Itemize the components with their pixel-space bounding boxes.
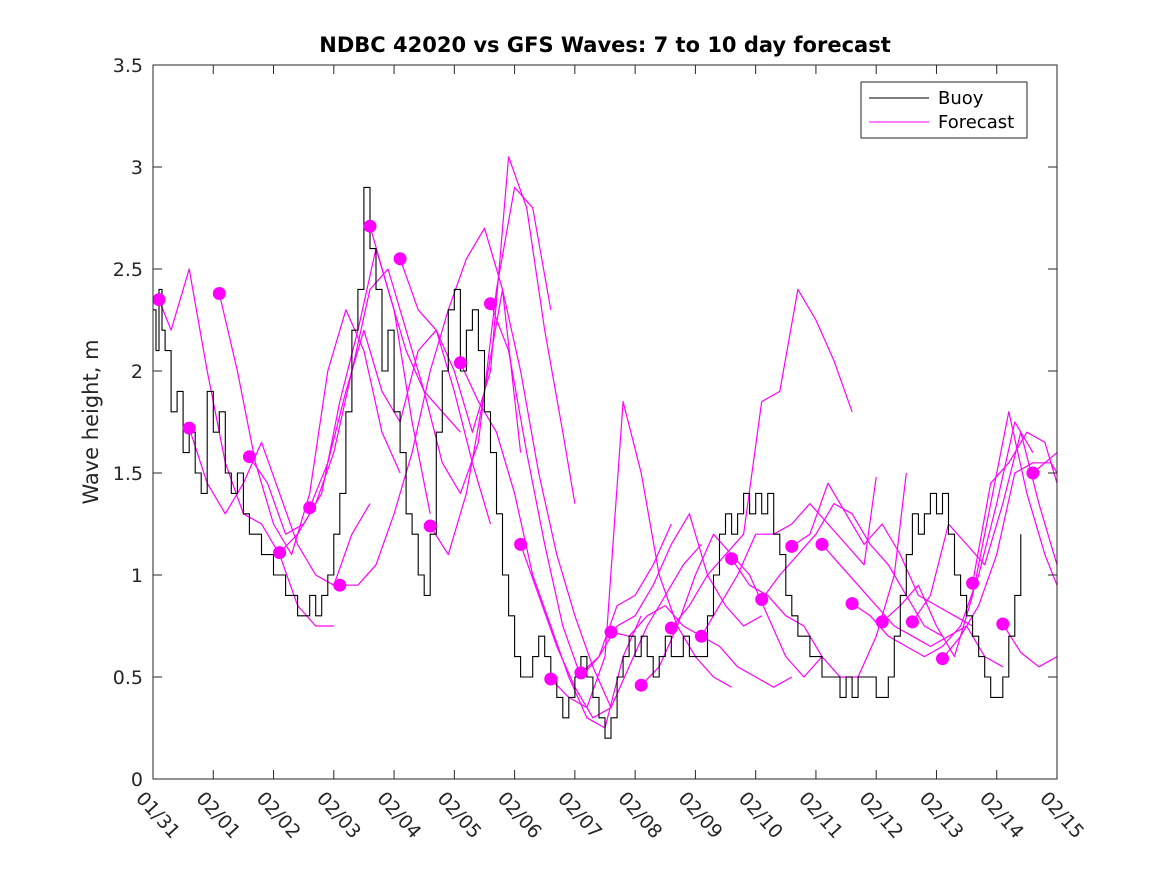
forecast-line-24 xyxy=(881,411,1058,658)
forecast-line-23 xyxy=(851,421,1034,658)
forecast-line-17 xyxy=(670,288,853,629)
legend-box xyxy=(860,81,1028,139)
forecast-start-marker xyxy=(453,356,467,370)
y-tick-label: 0.5 xyxy=(113,667,143,689)
forecast-line-8 xyxy=(399,156,576,504)
forecast-start-marker xyxy=(303,501,317,515)
legend: Buoy Forecast xyxy=(860,81,1028,139)
forecast-line-27 xyxy=(972,431,1058,584)
forecast-start-marker xyxy=(845,597,859,611)
forecast-line-9 xyxy=(429,288,612,708)
forecast-line-6 xyxy=(339,227,522,586)
y-tick-label: 2.5 xyxy=(113,259,143,281)
forecast-line-20 xyxy=(761,503,943,637)
forecast-start-marker xyxy=(634,678,648,692)
forecast-line-18 xyxy=(700,477,877,637)
forecast-start-marker xyxy=(604,625,618,639)
forecast-line-25 xyxy=(911,431,1058,623)
forecast-start-marker xyxy=(423,519,437,533)
y-tick-label: 3 xyxy=(131,157,143,179)
y-tick-label: 3.5 xyxy=(113,55,143,77)
forecast-start-marker xyxy=(966,576,980,590)
forecast-start-marker xyxy=(785,539,799,553)
forecast-start-marker xyxy=(514,537,528,551)
forecast-start-marker xyxy=(664,621,678,635)
forecast-start-marker xyxy=(875,615,889,629)
forecast-start-marker xyxy=(725,552,739,566)
forecast-start-markers xyxy=(152,219,1040,692)
legend-forecast-label: Forecast xyxy=(938,112,1014,133)
forecast-start-marker xyxy=(905,615,919,629)
y-tick-label: 1.5 xyxy=(113,463,143,485)
forecast-start-marker xyxy=(815,537,829,551)
forecast-start-marker xyxy=(484,297,497,311)
y-tick-label: 0 xyxy=(131,769,143,791)
forecast-start-marker xyxy=(212,287,226,300)
forecast-line-3 xyxy=(248,248,431,535)
forecast-line-2 xyxy=(218,293,401,556)
forecast-line-12 xyxy=(520,544,702,719)
forecast-line-13 xyxy=(550,401,732,709)
forecast-start-marker xyxy=(1026,466,1040,480)
forecast-line-26 xyxy=(942,462,1058,659)
chart-title: NDBC 42020 vs GFS Waves: 7 to 10 day for… xyxy=(319,33,890,57)
forecast-start-marker xyxy=(393,252,407,266)
forecast-start-marker xyxy=(936,652,949,666)
forecast-line-21 xyxy=(791,482,973,627)
forecast-start-marker xyxy=(363,219,377,233)
forecast-start-marker xyxy=(694,629,708,643)
forecast-start-marker xyxy=(273,546,287,560)
forecast-start-marker xyxy=(182,421,196,435)
legend-buoy-label: Buoy xyxy=(938,88,984,109)
forecast-start-marker xyxy=(242,450,256,464)
forecast-line-7 xyxy=(369,186,552,494)
axes-box xyxy=(152,64,1058,780)
forecast-line-28 xyxy=(1002,623,1058,668)
buoy-series xyxy=(153,186,1022,739)
plot-area xyxy=(153,65,1057,779)
y-tick-label: 2 xyxy=(131,361,143,383)
y-axis-label: Wave height, m xyxy=(79,339,103,504)
forecast-start-marker xyxy=(755,593,769,606)
forecast-start-marker xyxy=(333,578,347,592)
forecast-start-marker xyxy=(544,672,558,686)
y-tick-label: 1 xyxy=(131,565,143,587)
forecast-start-marker xyxy=(152,293,166,307)
buoy-line xyxy=(153,186,1022,739)
forecast-line-1 xyxy=(188,427,371,586)
y-ticks: 0 0.5 1 1.5 2 2.5 3 3.5 xyxy=(113,55,1057,791)
forecast-start-marker xyxy=(996,617,1010,631)
forecast-start-marker xyxy=(574,666,588,680)
